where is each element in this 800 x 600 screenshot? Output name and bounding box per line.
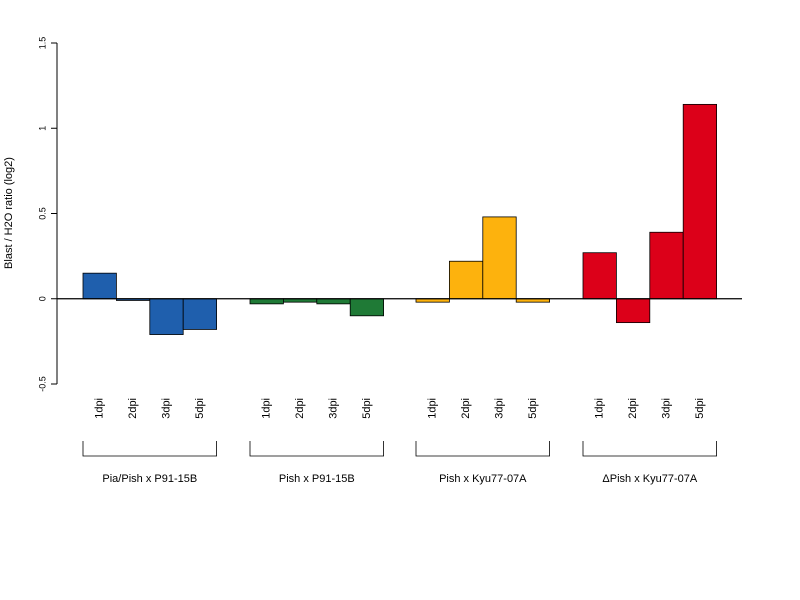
x-tick-label: 5dpi bbox=[194, 398, 206, 419]
bar bbox=[82, 272, 117, 300]
bar bbox=[582, 252, 617, 300]
group-bracket bbox=[415, 441, 550, 457]
y-tick-label: 1.5 bbox=[37, 37, 47, 50]
x-tick-label: 3dpi bbox=[327, 398, 339, 419]
x-tick-label: 2dpi bbox=[127, 398, 139, 419]
x-tick-label: 2dpi bbox=[460, 398, 472, 419]
bar bbox=[249, 298, 284, 305]
x-tick-label: 5dpi bbox=[527, 398, 539, 419]
group-label: Pia/Pish x P91-15B bbox=[102, 473, 197, 485]
x-tick-label: 2dpi bbox=[627, 398, 639, 419]
bar bbox=[316, 298, 351, 305]
x-tick-label: 1dpi bbox=[594, 398, 606, 419]
bars bbox=[57, 103, 742, 335]
x-tick-label: 1dpi bbox=[94, 398, 106, 419]
x-tick-label: 3dpi bbox=[660, 398, 672, 419]
x-tick-label: 2dpi bbox=[294, 398, 306, 419]
bar bbox=[649, 231, 684, 300]
x-tick-label: 5dpi bbox=[694, 398, 706, 419]
group-label: Pish x P91-15B bbox=[279, 473, 355, 485]
y-axis: -0.5 0 0.5 1 1.5 bbox=[37, 37, 58, 392]
y-tick-label: 1 bbox=[37, 126, 47, 131]
bar bbox=[448, 260, 484, 300]
y-axis-title: Blast / H2O ratio (log2) bbox=[3, 157, 15, 269]
group-label: Pish x Kyu77-07A bbox=[439, 473, 527, 485]
group-bracket bbox=[582, 441, 717, 457]
x-tick-label: 3dpi bbox=[493, 398, 505, 419]
group-brackets: Pia/Pish x P91-15B Pish x P91-15B Pish x K… bbox=[82, 441, 717, 485]
group-bracket bbox=[249, 441, 384, 457]
x-tick-labels: 1dpi 2dpi 3dpi 5dpi 1dpi 2dpi 3dpi 5dpi 1dpi 2dpi… bbox=[94, 398, 706, 419]
y-tick-label: 0 bbox=[37, 296, 47, 301]
bar bbox=[616, 298, 651, 324]
x-tick-label: 1dpi bbox=[427, 398, 439, 419]
group-bracket bbox=[82, 441, 217, 457]
x-tick-label: 1dpi bbox=[261, 398, 273, 419]
y-tick-label: 0.5 bbox=[37, 207, 47, 220]
bar bbox=[682, 103, 718, 300]
x-tick-label: 5dpi bbox=[361, 398, 373, 419]
group-label: ΔPish x Kyu77-07A bbox=[602, 473, 697, 485]
bar bbox=[182, 298, 217, 330]
y-tick-label: -0.5 bbox=[37, 376, 47, 392]
bar bbox=[482, 216, 517, 300]
x-tick-label: 3dpi bbox=[160, 398, 172, 419]
bar bbox=[149, 298, 184, 335]
bar bbox=[349, 298, 385, 317]
